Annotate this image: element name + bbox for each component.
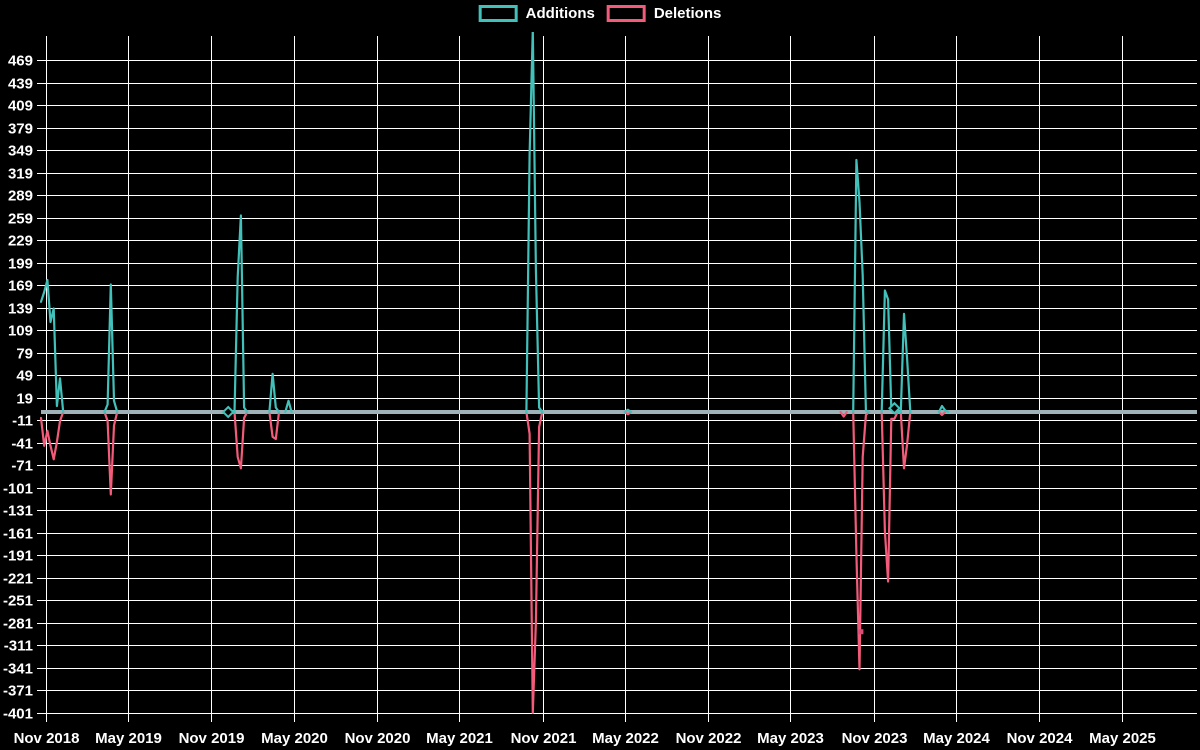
y-tick-label: -341 xyxy=(3,661,33,678)
y-tick-label: -131 xyxy=(3,503,33,520)
additions-point-marker xyxy=(888,401,901,415)
deletions-legend-label: Deletions xyxy=(653,5,722,22)
y-tick-label: 469 xyxy=(8,53,33,70)
deletions-line-segment xyxy=(233,410,249,470)
y-tick-label: 199 xyxy=(8,256,33,273)
x-tick-label: Nov 2023 xyxy=(842,730,908,747)
x-tick-label: Nov 2024 xyxy=(1007,730,1074,747)
x-tick-label: Nov 2020 xyxy=(345,730,411,747)
y-tick-label: -221 xyxy=(3,571,33,588)
x-tick-label: Nov 2018 xyxy=(14,730,80,747)
additions-line-segment xyxy=(525,32,544,414)
point-markers xyxy=(221,401,901,635)
y-tick-label: -371 xyxy=(3,683,33,700)
y-tick-label: 169 xyxy=(8,278,33,295)
x-tick-label: May 2024 xyxy=(923,730,990,747)
legend-item-additions[interactable]: Additions xyxy=(478,5,595,22)
y-tick-label: 139 xyxy=(8,301,33,318)
y-tick-label: 409 xyxy=(8,98,33,115)
legend-item-deletions[interactable]: Deletions xyxy=(606,5,722,22)
x-axis-labels: Nov 2018 May 2019 Nov 2019 May 2020 Nov 2020… xyxy=(14,730,1156,747)
y-tick-label: -311 xyxy=(4,638,33,655)
deletions-line-segment xyxy=(268,410,281,441)
y-tick-label: -281 xyxy=(3,616,33,633)
x-tick-label: May 2025 xyxy=(1089,730,1156,747)
deletions-swatch-icon xyxy=(606,5,646,22)
chart-legend: Additions Deletions xyxy=(478,5,722,22)
additions-line-segment xyxy=(40,278,65,414)
y-tick-label: -11 xyxy=(12,413,33,430)
deletions-line-segment xyxy=(525,410,544,714)
x-tick-label: May 2019 xyxy=(95,730,162,747)
y-tick-label: -191 xyxy=(3,548,33,565)
x-tick-label: May 2020 xyxy=(261,730,328,747)
additions-line-segment xyxy=(284,399,293,414)
y-tick-label: 49 xyxy=(16,368,33,385)
additions-swatch-icon xyxy=(478,5,518,22)
deletions-line-segment xyxy=(852,410,871,671)
deletions-line-segment xyxy=(937,410,947,417)
deletions-line-segment xyxy=(623,410,633,416)
y-tick-label: 229 xyxy=(8,233,33,250)
x-tick-label: Nov 2021 xyxy=(511,730,577,747)
y-tick-label: -101 xyxy=(3,481,33,498)
x-tick-label: May 2021 xyxy=(426,730,493,747)
deletions-line-segment xyxy=(103,410,119,496)
additions-line-segment xyxy=(103,283,119,414)
x-tick-label: Nov 2022 xyxy=(676,730,742,747)
deletions-line-segment xyxy=(40,410,65,461)
y-tick-label: -161 xyxy=(3,526,33,543)
y-axis-labels: 469 439 409 379 349 319 289 259 229 199 169 139 109 7… xyxy=(3,53,33,723)
y-tick-label: -71 xyxy=(11,458,33,475)
y-tick-label: -251 xyxy=(3,593,33,610)
y-tick-label: 349 xyxy=(8,143,33,160)
deletions-point-marker xyxy=(858,629,864,635)
x-tick-label: Nov 2019 xyxy=(179,730,245,747)
vertical-gridlines xyxy=(46,36,1123,722)
additions-line-segment xyxy=(623,408,633,414)
additions-line-segment xyxy=(937,404,950,414)
x-tick-label: May 2022 xyxy=(592,730,659,747)
y-tick-label: 379 xyxy=(8,121,33,138)
horizontal-gridlines xyxy=(46,60,1197,714)
additions-line-segment xyxy=(268,372,281,414)
y-tick-label: 109 xyxy=(8,323,33,340)
deletions-line xyxy=(40,410,947,714)
y-tick-label: 79 xyxy=(16,346,33,363)
y-axis-ticks xyxy=(37,60,46,714)
y-tick-label: -41 xyxy=(11,436,33,453)
additions-line xyxy=(40,32,950,414)
deletions-line-segment xyxy=(880,410,912,583)
additions-legend-label: Additions xyxy=(525,5,595,22)
additions-line-segment xyxy=(233,214,249,414)
y-tick-label: 19 xyxy=(16,391,33,408)
y-tick-label: 439 xyxy=(8,76,33,93)
y-tick-label: 319 xyxy=(8,166,33,183)
y-tick-label: 259 xyxy=(8,211,33,228)
y-tick-label: -401 xyxy=(3,706,33,723)
deletions-line-segment xyxy=(839,410,848,418)
additions-point-marker xyxy=(221,405,235,419)
x-tick-label: May 2023 xyxy=(757,730,824,747)
y-tick-label: 289 xyxy=(8,188,33,205)
additions-line-segment xyxy=(852,158,871,414)
